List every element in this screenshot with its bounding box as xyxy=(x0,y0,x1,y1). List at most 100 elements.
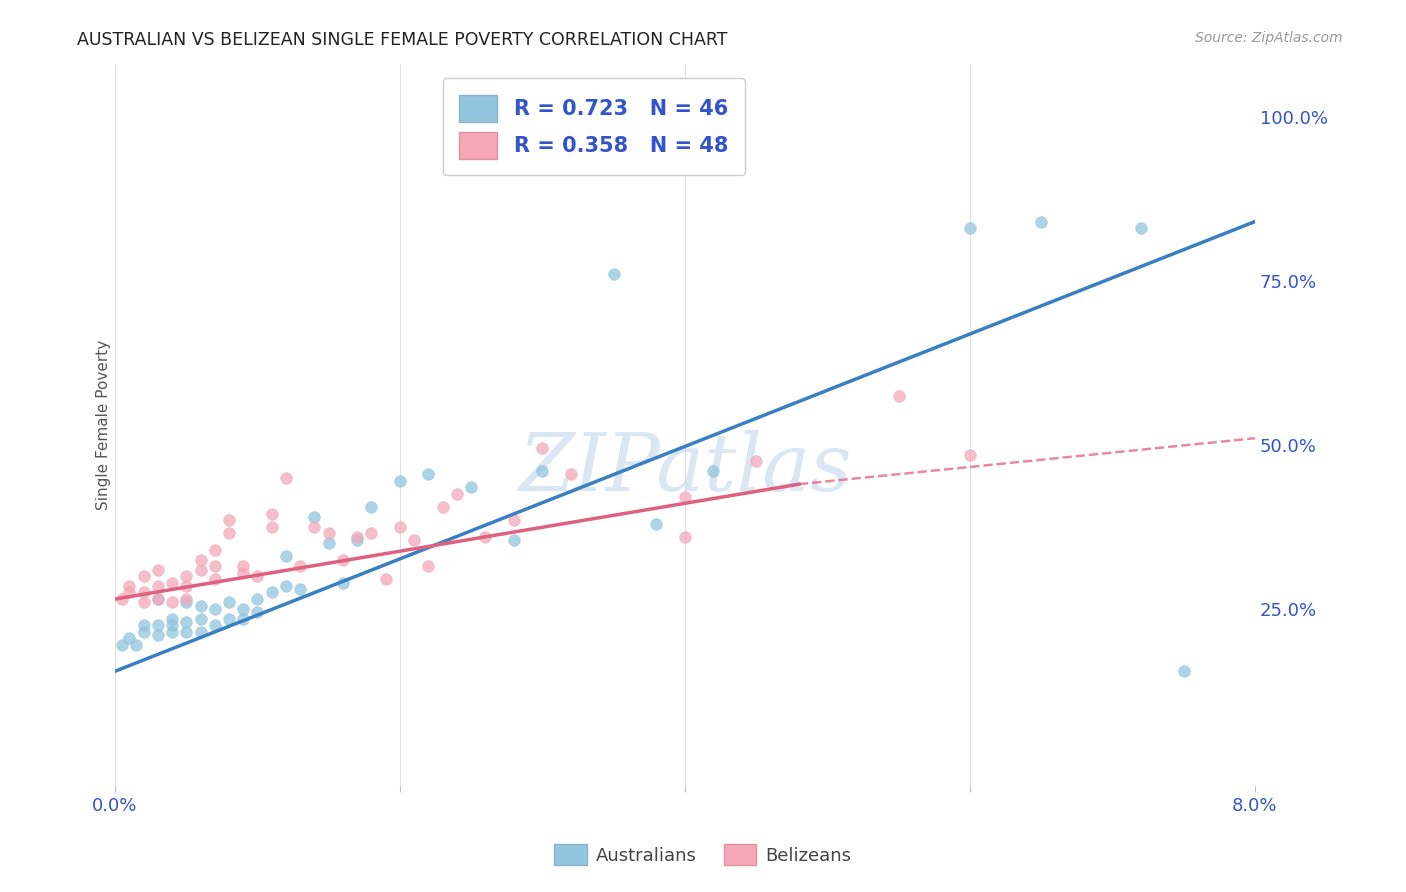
Text: AUSTRALIAN VS BELIZEAN SINGLE FEMALE POVERTY CORRELATION CHART: AUSTRALIAN VS BELIZEAN SINGLE FEMALE POV… xyxy=(77,31,728,49)
Point xyxy=(388,474,411,488)
Point xyxy=(174,624,197,639)
Point xyxy=(1031,214,1053,228)
Point xyxy=(418,467,440,482)
Point xyxy=(702,464,724,478)
Point xyxy=(460,480,482,494)
Point xyxy=(118,579,141,593)
Point xyxy=(346,530,368,544)
Point xyxy=(432,500,454,515)
Point xyxy=(318,526,340,541)
Point xyxy=(232,602,254,616)
Point xyxy=(404,533,426,547)
Point xyxy=(260,585,283,599)
Point xyxy=(503,513,526,527)
Point xyxy=(132,624,155,639)
Point xyxy=(218,526,240,541)
Point xyxy=(290,582,312,597)
Point xyxy=(111,638,134,652)
Point xyxy=(304,510,326,524)
Point xyxy=(274,579,297,593)
Point xyxy=(418,559,440,574)
Point xyxy=(959,448,981,462)
Point xyxy=(190,562,212,576)
Point xyxy=(204,602,226,616)
Point xyxy=(204,559,226,574)
Point xyxy=(118,632,141,646)
Point xyxy=(174,615,197,629)
Point xyxy=(146,592,169,607)
Point xyxy=(260,520,283,534)
Point xyxy=(160,575,183,590)
Point xyxy=(174,569,197,583)
Point xyxy=(160,624,183,639)
Point xyxy=(132,569,155,583)
Legend: R = 0.723   N = 46, R = 0.358   N = 48: R = 0.723 N = 46, R = 0.358 N = 48 xyxy=(443,78,745,176)
Text: ZIPatlas: ZIPatlas xyxy=(519,430,852,508)
Point xyxy=(318,536,340,550)
Point xyxy=(146,579,169,593)
Point xyxy=(111,592,134,607)
Point xyxy=(474,530,496,544)
Point xyxy=(374,573,396,587)
Point xyxy=(218,595,240,609)
Point xyxy=(531,441,554,455)
Point xyxy=(246,605,269,619)
Point xyxy=(118,585,141,599)
Point xyxy=(190,552,212,566)
Point xyxy=(125,638,148,652)
Point xyxy=(332,575,354,590)
Point xyxy=(232,612,254,626)
Legend: Australians, Belizeans: Australians, Belizeans xyxy=(547,837,859,872)
Point xyxy=(1173,665,1195,679)
Point xyxy=(503,533,526,547)
Point xyxy=(204,542,226,557)
Point xyxy=(246,592,269,607)
Point xyxy=(1129,221,1152,235)
Point xyxy=(218,612,240,626)
Point xyxy=(260,507,283,521)
Point xyxy=(190,599,212,613)
Point xyxy=(602,267,624,281)
Point xyxy=(132,585,155,599)
Point xyxy=(531,464,554,478)
Point xyxy=(887,388,910,402)
Point xyxy=(246,569,269,583)
Point xyxy=(959,221,981,235)
Point xyxy=(446,487,468,501)
Point xyxy=(560,467,582,482)
Point xyxy=(346,533,368,547)
Point xyxy=(160,618,183,632)
Point xyxy=(745,454,768,468)
Point xyxy=(232,566,254,580)
Point xyxy=(332,552,354,566)
Point xyxy=(360,500,382,515)
Point xyxy=(388,520,411,534)
Point xyxy=(304,520,326,534)
Point xyxy=(204,618,226,632)
Point xyxy=(360,526,382,541)
Point xyxy=(290,559,312,574)
Point xyxy=(190,624,212,639)
Point xyxy=(132,618,155,632)
Point xyxy=(645,516,668,531)
Point xyxy=(673,491,696,505)
Point xyxy=(160,595,183,609)
Point xyxy=(146,628,169,642)
Point xyxy=(232,559,254,574)
Point xyxy=(174,579,197,593)
Point xyxy=(146,562,169,576)
Point xyxy=(174,595,197,609)
Y-axis label: Single Female Poverty: Single Female Poverty xyxy=(97,340,111,510)
Point xyxy=(218,513,240,527)
Point xyxy=(146,592,169,607)
Point xyxy=(673,530,696,544)
Point xyxy=(274,470,297,484)
Text: Source: ZipAtlas.com: Source: ZipAtlas.com xyxy=(1195,31,1343,45)
Point xyxy=(274,549,297,564)
Point xyxy=(204,573,226,587)
Point xyxy=(190,612,212,626)
Point xyxy=(174,592,197,607)
Point xyxy=(146,618,169,632)
Point xyxy=(132,595,155,609)
Point xyxy=(160,612,183,626)
